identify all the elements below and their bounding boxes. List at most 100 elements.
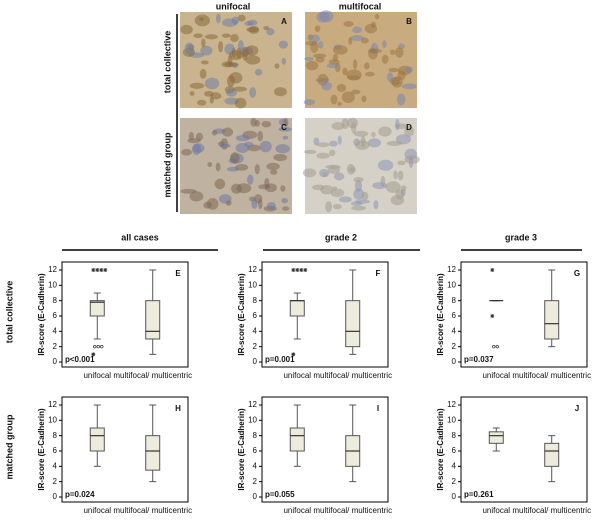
cell bbox=[189, 91, 195, 96]
x-tick-label: multifocal/ multicentric bbox=[313, 506, 392, 515]
cell bbox=[350, 35, 365, 42]
cell bbox=[258, 184, 271, 190]
cell bbox=[281, 197, 289, 204]
cell bbox=[274, 63, 280, 69]
y-tick-label: 6 bbox=[53, 446, 58, 455]
y-tick-label: 10 bbox=[447, 280, 456, 289]
y-tick-label: 0 bbox=[253, 492, 258, 501]
cell bbox=[214, 178, 226, 190]
y-axis-label: IR-score (E-Cadherin) bbox=[37, 273, 46, 356]
y-tick-label: 12 bbox=[248, 400, 257, 409]
cell bbox=[326, 63, 339, 69]
cell bbox=[405, 66, 414, 73]
cell bbox=[336, 83, 347, 92]
cell bbox=[228, 50, 244, 60]
cell bbox=[305, 60, 319, 71]
cell bbox=[388, 67, 399, 73]
cell bbox=[224, 62, 239, 68]
y-tick-label: 12 bbox=[447, 265, 456, 274]
cell bbox=[354, 140, 370, 150]
cell bbox=[342, 67, 348, 76]
cell bbox=[377, 159, 394, 171]
cell bbox=[394, 47, 404, 58]
p-value: p=0.261 bbox=[464, 490, 494, 499]
cell bbox=[230, 152, 240, 164]
cell bbox=[193, 33, 203, 39]
cell bbox=[281, 57, 286, 65]
extreme-point bbox=[91, 352, 96, 357]
y-tick-label: 10 bbox=[248, 280, 257, 289]
cell bbox=[397, 70, 406, 81]
x-tick-label: unifocal bbox=[283, 371, 311, 380]
cell bbox=[250, 117, 257, 127]
cell bbox=[249, 87, 257, 98]
cell bbox=[321, 81, 333, 91]
cell bbox=[332, 45, 348, 55]
y-tick-label: 8 bbox=[53, 296, 58, 305]
cell bbox=[401, 83, 418, 90]
cell bbox=[245, 45, 259, 56]
y-tick-label: 12 bbox=[48, 400, 57, 409]
cell bbox=[261, 120, 272, 128]
outlier-point bbox=[492, 345, 496, 349]
panel-letter: B bbox=[406, 17, 412, 26]
cell bbox=[374, 13, 380, 20]
cell bbox=[251, 198, 258, 209]
cell bbox=[329, 140, 338, 147]
cell bbox=[204, 77, 220, 90]
cell bbox=[254, 164, 260, 175]
panel-letter: D bbox=[406, 123, 412, 132]
y-tick-label: 12 bbox=[48, 265, 57, 274]
y-tick-label: 4 bbox=[253, 326, 258, 335]
cell bbox=[304, 149, 317, 155]
y-tick-label: 0 bbox=[452, 492, 457, 501]
cell bbox=[210, 92, 222, 100]
p-value: p=0.037 bbox=[464, 355, 494, 364]
y-axis-label: IR-score (E-Cadherin) bbox=[237, 273, 246, 356]
y-axis-label: IR-score (E-Cadherin) bbox=[37, 408, 46, 491]
cell bbox=[222, 127, 234, 137]
y-tick-label: 12 bbox=[447, 400, 456, 409]
cell bbox=[378, 126, 392, 137]
y-tick-label: 8 bbox=[452, 431, 457, 440]
x-tick-label: unifocal bbox=[482, 506, 510, 515]
y-tick-label: 4 bbox=[452, 461, 457, 470]
cell bbox=[283, 117, 289, 128]
cell bbox=[395, 134, 412, 145]
cell bbox=[219, 143, 231, 148]
cell bbox=[330, 188, 345, 198]
cell bbox=[347, 117, 359, 129]
x-tick-label: multifocal/ multicentric bbox=[113, 506, 192, 515]
cell bbox=[386, 72, 394, 82]
y-tick-label: 6 bbox=[452, 311, 457, 320]
plot-frame bbox=[61, 396, 189, 503]
x-tick-label: unifocal bbox=[283, 506, 311, 515]
y-tick-label: 10 bbox=[248, 415, 257, 424]
plot-frame bbox=[460, 396, 588, 503]
cell bbox=[211, 130, 218, 136]
panel-letter: J bbox=[575, 404, 579, 413]
cell bbox=[352, 59, 358, 70]
cell bbox=[404, 125, 415, 137]
y-tick-label: 6 bbox=[253, 446, 258, 455]
cell bbox=[397, 170, 404, 181]
cell bbox=[259, 140, 272, 153]
y-tick-label: 2 bbox=[253, 342, 258, 351]
box bbox=[544, 300, 560, 340]
cell bbox=[245, 55, 261, 65]
cell bbox=[302, 168, 317, 178]
cell bbox=[199, 68, 207, 79]
cell bbox=[364, 62, 370, 70]
cell bbox=[215, 162, 221, 172]
cell bbox=[350, 201, 363, 206]
box bbox=[145, 300, 161, 340]
box bbox=[89, 427, 105, 452]
cell bbox=[237, 14, 246, 22]
cell bbox=[313, 137, 320, 146]
y-axis-label: IR-score (E-Cadherin) bbox=[436, 408, 445, 491]
column-header: grade 3 bbox=[505, 232, 537, 242]
cell bbox=[385, 181, 401, 193]
cell bbox=[312, 184, 325, 191]
panel-letter: C bbox=[281, 123, 287, 132]
cell bbox=[343, 21, 354, 27]
